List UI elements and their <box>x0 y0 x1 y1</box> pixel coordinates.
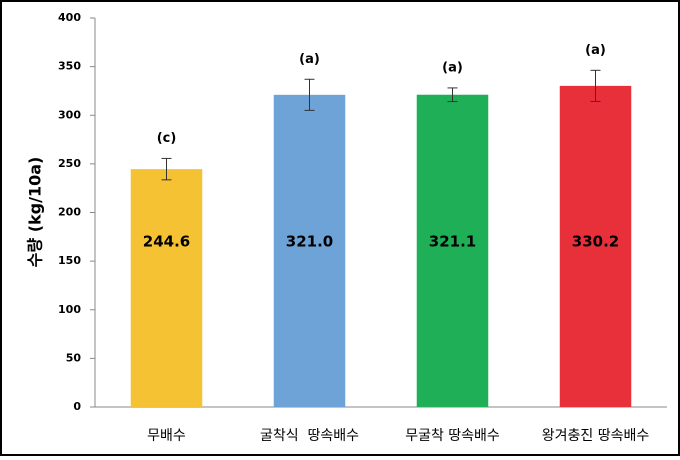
bar <box>416 94 489 407</box>
y-axis-label: 수량 (kg/10a) <box>26 157 45 268</box>
error-bar <box>447 87 458 103</box>
annotation: (a) <box>299 52 320 67</box>
y-tick-label: 300 <box>58 108 81 121</box>
value-label: 330.2 <box>572 233 619 251</box>
value-label: 321.0 <box>286 233 333 251</box>
error-bar <box>590 69 601 102</box>
bar <box>273 94 346 407</box>
x-tick-label: 굴착식 땅속배수 <box>260 428 359 444</box>
y-tick-label: 50 <box>66 351 82 364</box>
error-bar <box>161 157 172 181</box>
x-tick-label: 왕겨충진 땅속배수 <box>542 428 650 444</box>
y-tick-label: 250 <box>58 157 81 170</box>
value-label: 244.6 <box>143 233 190 251</box>
y-tick-label: 150 <box>58 254 81 267</box>
annotation: (a) <box>585 43 606 58</box>
bar <box>130 169 203 407</box>
annotation: (c) <box>157 131 177 146</box>
y-tick-label: 350 <box>58 60 81 73</box>
x-tick-label: 무굴착 땅속배수 <box>405 428 500 444</box>
bar <box>559 85 632 408</box>
y-tick-label: 400 <box>58 11 81 24</box>
x-tick-label: 무배수 <box>147 428 186 444</box>
annotation: (a) <box>442 60 463 75</box>
error-bar <box>304 78 315 111</box>
value-label: 321.1 <box>429 233 476 251</box>
y-tick-label: 200 <box>58 206 81 219</box>
y-tick-label: 0 <box>73 400 81 413</box>
y-tick-label: 100 <box>58 303 81 316</box>
